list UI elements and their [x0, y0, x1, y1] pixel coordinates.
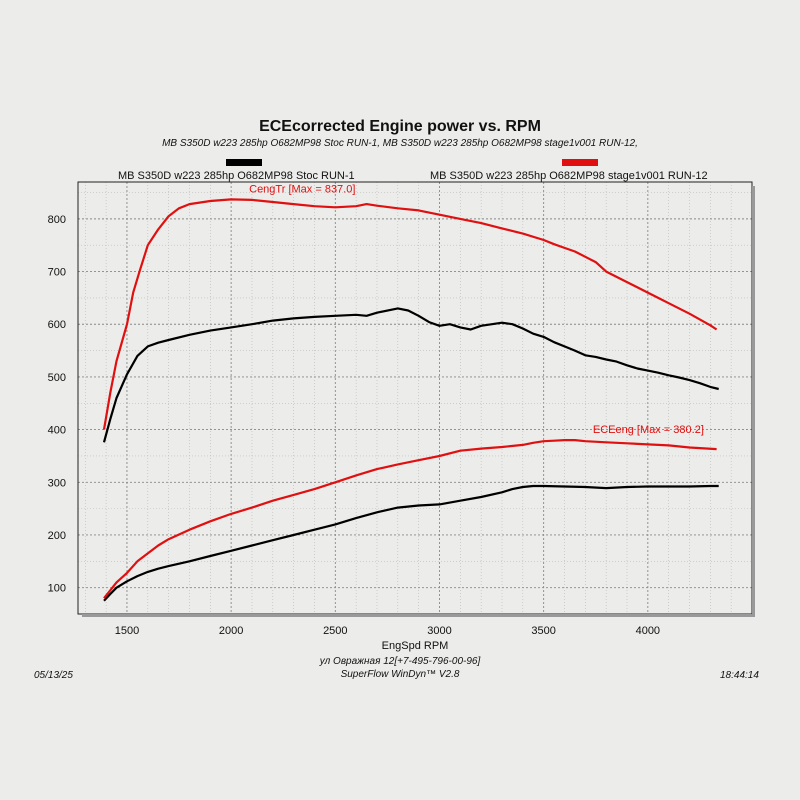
annotation-label-1: CengTr [Max = 837.0] — [249, 183, 355, 195]
x-tick-label: 3500 — [531, 625, 555, 637]
series-line-2 — [102, 198, 718, 430]
y-tick-label: 800 — [48, 214, 66, 226]
y-tick-label: 500 — [48, 372, 66, 384]
x-axis: 1500 2000 2500 3000 3500 4000 — [115, 625, 660, 637]
x-tick-label: 4000 — [636, 625, 660, 637]
x-tick-label: 3000 — [427, 625, 451, 637]
y-tick-label: 100 — [48, 583, 66, 595]
series-lines — [102, 198, 719, 602]
x-tick-label: 2500 — [323, 625, 347, 637]
y-tick-label: 400 — [48, 425, 66, 437]
chart-subtitle: MB S350D w223 285hp O682MP98 Stoc RUN-1,… — [162, 138, 638, 149]
series-line-1 — [102, 307, 719, 443]
legend-swatch-stage1 — [562, 159, 598, 166]
y-tick-label: 200 — [48, 530, 66, 542]
y-tick-label: 700 — [48, 267, 66, 279]
footer-time: 18:44:14 — [720, 670, 759, 681]
chart-title: ECEcorrected Engine power vs. RPM — [259, 118, 541, 135]
grid-lines — [78, 182, 752, 614]
annotation-label-2: ECEeng [Max = 380.2] — [593, 424, 704, 436]
legend-entry-stage1: MB S350D w223 285hp O682MP98 stage1v001 … — [430, 170, 708, 182]
plot-frame-shadow-right — [752, 186, 755, 617]
plot-frame — [77, 181, 753, 615]
plot-frame-shadow-bottom — [82, 614, 755, 617]
x-axis-label: EngSpd RPM — [382, 640, 449, 652]
y-tick-label: 600 — [48, 319, 66, 331]
x-tick-label: 2000 — [219, 625, 243, 637]
series-line-4 — [103, 439, 717, 599]
y-axis: 100 200 300 400 500 600 700 800 — [48, 214, 66, 595]
footer-address: ул Овражная 12[+7-495-796-00-96] — [319, 656, 481, 667]
x-tick-label: 1500 — [115, 625, 139, 637]
legend-swatch-stock — [226, 159, 262, 166]
annotations: CengTr [Max = 837.0] ECEeng [Max = 380.2] — [249, 183, 704, 436]
series-line-3 — [103, 484, 719, 602]
footer-date: 05/13/25 — [34, 670, 73, 681]
y-tick-label: 300 — [48, 477, 66, 489]
footer-software: SuperFlow WinDyn™ V2.8 — [340, 669, 460, 680]
legend-entry-stock: MB S350D w223 285hp O682MP98 Stoc RUN-1 — [118, 170, 355, 182]
